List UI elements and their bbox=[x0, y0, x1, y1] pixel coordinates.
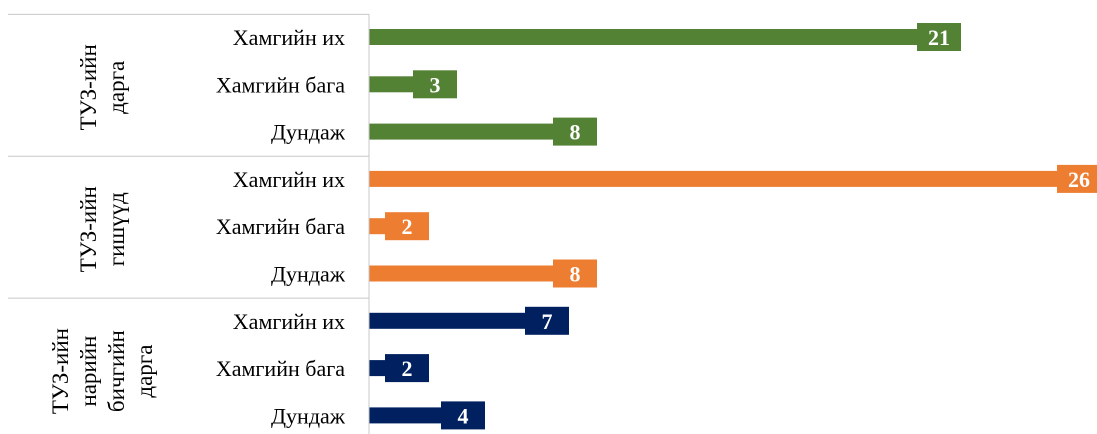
category-label: Дундаж bbox=[271, 120, 346, 145]
category-labels: Хамгийн их Хамгийн бага Дундаж Хамгийн их Ха… bbox=[216, 25, 346, 428]
bar bbox=[369, 29, 957, 45]
category-label: Хамгийн их bbox=[233, 25, 345, 50]
bar bbox=[369, 265, 593, 282]
group-label-line: бичгийн bbox=[104, 330, 129, 412]
group-label-line: дарга bbox=[104, 61, 129, 114]
data-label-box bbox=[525, 306, 569, 335]
data-label: 7 bbox=[542, 309, 553, 334]
data-label: 4 bbox=[458, 403, 469, 428]
group-label-line: дарга bbox=[132, 345, 157, 398]
category-label: Хамгийн бага bbox=[216, 214, 345, 239]
data-label-box bbox=[917, 23, 961, 51]
data-label-box bbox=[441, 401, 485, 430]
data-label-box bbox=[413, 70, 457, 99]
group-label-line: ТУЗ-ийн bbox=[48, 328, 73, 414]
group-label-line: ТУЗ-ийн bbox=[76, 44, 101, 130]
category-label: Дундаж bbox=[271, 403, 346, 428]
data-label: 8 bbox=[570, 120, 581, 145]
data-label: 2 bbox=[402, 356, 413, 381]
group-label-line: ТУЗ-ийн bbox=[76, 186, 101, 272]
data-label-box bbox=[553, 259, 597, 288]
category-label: Дундаж bbox=[271, 262, 346, 287]
group-dividers bbox=[8, 13, 369, 299]
group-label: ТУЗ-ийн нарийн бичгийн дарга bbox=[48, 328, 157, 414]
data-label: 3 bbox=[430, 72, 441, 97]
bar bbox=[369, 123, 593, 140]
category-label: Хамгийн их bbox=[233, 167, 345, 192]
bar bbox=[369, 312, 565, 329]
category-label: Хамгийн бага bbox=[216, 356, 345, 381]
data-label: 8 bbox=[570, 262, 581, 287]
group-label-line: нарийн bbox=[76, 336, 101, 407]
data-label-box bbox=[1057, 164, 1097, 193]
category-label: Хамгийн их bbox=[233, 309, 345, 334]
group-label: ТУЗ-ийн дарга bbox=[76, 44, 129, 130]
data-label: 21 bbox=[928, 25, 950, 50]
data-label-box bbox=[385, 354, 429, 383]
data-label-box bbox=[385, 212, 429, 241]
group-label-line: гишүүд bbox=[104, 192, 129, 266]
bar bbox=[369, 170, 1097, 187]
data-label: 2 bbox=[402, 214, 413, 239]
data-label: 26 bbox=[1068, 167, 1090, 192]
category-label: Хамгийн бага bbox=[216, 72, 345, 97]
data-label-box bbox=[553, 117, 597, 146]
group-label: ТУЗ-ийн гишүүд bbox=[76, 186, 129, 272]
